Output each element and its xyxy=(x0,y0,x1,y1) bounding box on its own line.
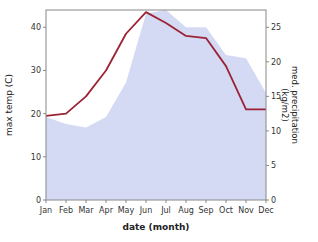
y2-tick xyxy=(266,61,269,62)
x-tick xyxy=(66,200,67,203)
y2-tick xyxy=(266,165,269,166)
x-tick-label: Jan xyxy=(39,206,52,215)
y2-axis-label: med. precipitation(kg/m2) xyxy=(280,66,300,144)
y2-axis-label-line: (kg/m2) xyxy=(280,88,290,122)
x-tick xyxy=(146,200,147,203)
y-tick xyxy=(43,156,46,157)
x-tick xyxy=(246,200,247,203)
x-axis-label: date (month) xyxy=(123,222,190,232)
x-tick xyxy=(226,200,227,203)
line xyxy=(46,12,266,116)
x-tick-label: Jun xyxy=(139,206,153,215)
y-tick-label: 0 xyxy=(36,196,41,205)
x-tick-label: May xyxy=(118,206,135,215)
y-tick xyxy=(43,70,46,71)
x-tick xyxy=(86,200,87,203)
y2-tick-label: 20 xyxy=(271,58,281,67)
y-axis-label: max temp (C) xyxy=(4,74,14,136)
chart: JanFebMarAprMayJunJulAugSepOctNovDec0102… xyxy=(0,0,318,242)
axes: JanFebMarAprMayJunJulAugSepOctNovDec0102… xyxy=(31,23,281,215)
x-tick xyxy=(166,200,167,203)
y2-tick-label: 15 xyxy=(271,92,281,101)
x-tick xyxy=(126,200,127,203)
x-tick xyxy=(106,200,107,203)
y-tick xyxy=(43,113,46,114)
y2-tick-label: 5 xyxy=(271,161,276,170)
y-tick-label: 30 xyxy=(31,66,41,75)
y-tick xyxy=(43,200,46,201)
y2-tick-label: 0 xyxy=(271,196,276,205)
y-tick xyxy=(43,27,46,28)
x-tick-label: Aug xyxy=(178,206,194,215)
y2-tick xyxy=(266,27,269,28)
y2-tick xyxy=(266,130,269,131)
plot-frame xyxy=(46,10,266,200)
area xyxy=(46,10,266,200)
y2-axis-label-line: med. precipitation xyxy=(290,66,300,144)
y2-tick xyxy=(266,96,269,97)
x-tick-label: Sep xyxy=(198,206,213,215)
x-tick xyxy=(206,200,207,203)
y-tick-label: 20 xyxy=(31,110,41,119)
x-tick-label: Feb xyxy=(59,206,73,215)
y-tick-label: 10 xyxy=(31,153,41,162)
y-tick-label: 40 xyxy=(31,23,41,32)
plot-area xyxy=(46,10,266,200)
x-tick-label: Nov xyxy=(238,206,254,215)
x-tick-label: Mar xyxy=(78,206,94,215)
y2-tick-label: 25 xyxy=(271,23,281,32)
x-tick-label: Apr xyxy=(99,206,114,215)
y2-tick xyxy=(266,200,269,201)
x-tick-label: Dec xyxy=(258,206,273,215)
x-tick-label: Jul xyxy=(160,206,171,215)
x-tick-label: Oct xyxy=(219,206,233,215)
y2-tick-label: 10 xyxy=(271,127,281,136)
x-tick xyxy=(186,200,187,203)
